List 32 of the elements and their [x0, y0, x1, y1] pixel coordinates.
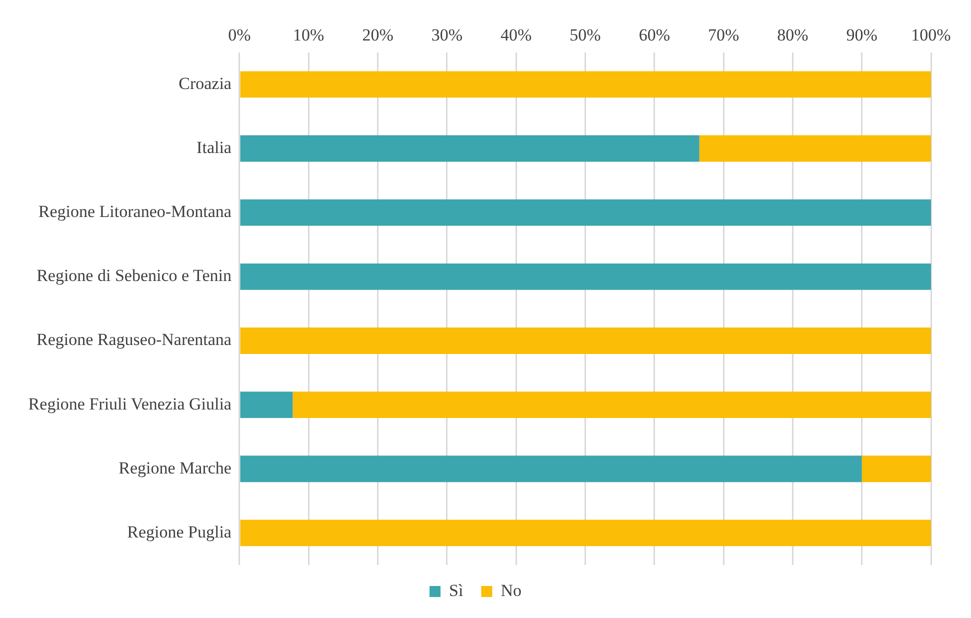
bar	[292, 392, 931, 418]
y-tick-label: Regione Raguseo-Narentana	[36, 330, 232, 350]
x-tick-label: 0%	[228, 26, 251, 45]
bar	[240, 456, 862, 482]
x-tick-label: 50%	[570, 26, 601, 45]
y-tick-label: Italia	[196, 138, 232, 157]
y-tick-label: Regione Puglia	[127, 522, 232, 542]
legend-label: No	[500, 580, 522, 600]
y-tick-label: Croazia	[178, 74, 232, 93]
bar	[862, 456, 931, 482]
bar	[699, 135, 931, 162]
x-tick-label: 100%	[911, 26, 951, 45]
x-tick-label: 80%	[777, 26, 808, 45]
bar	[240, 328, 931, 354]
bar	[240, 392, 293, 418]
y-tick-label: Regione di Sebenico e Tenin	[36, 266, 232, 286]
x-tick-label: 10%	[293, 26, 324, 45]
bar	[240, 71, 931, 98]
legend-label: Sì	[449, 580, 464, 600]
y-tick-label: Regione Litoraneo-Montana	[38, 202, 232, 222]
x-tick-label: 40%	[500, 26, 532, 45]
y-tick-label: Regione Marche	[118, 458, 232, 478]
x-tick-label: 30%	[431, 26, 463, 45]
bar	[240, 135, 700, 162]
x-tick-label: 90%	[846, 26, 878, 45]
x-tick-label: 20%	[362, 26, 394, 45]
y-tick-label: Regione Friuli Venezia Giulia	[28, 394, 232, 414]
bar	[240, 263, 931, 290]
x-tick-label: 60%	[638, 26, 670, 45]
bar	[240, 199, 931, 226]
bar	[240, 520, 931, 546]
x-tick-label: 70%	[708, 26, 740, 45]
